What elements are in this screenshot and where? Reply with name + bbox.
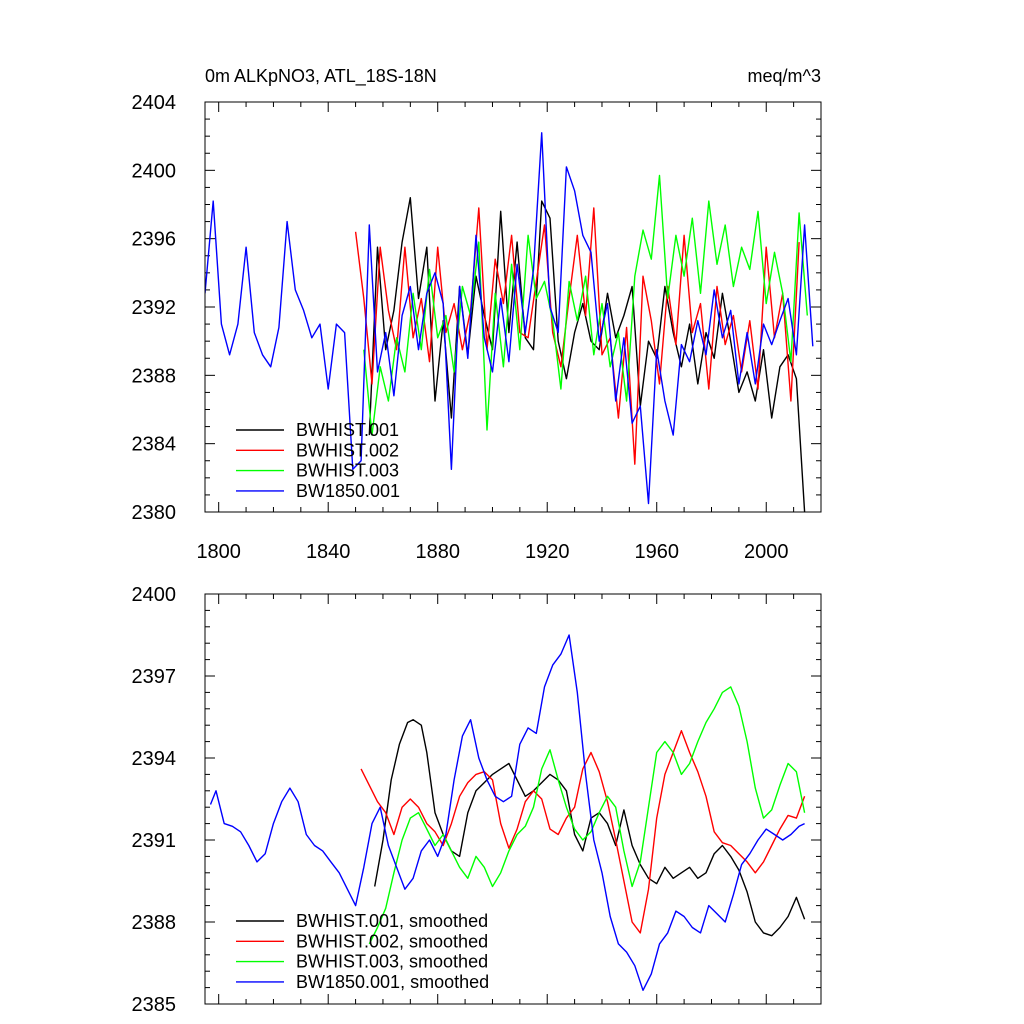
- bottom-y-tick-labels: 2385 2388 2391 2394 2397 2400: [132, 584, 177, 1016]
- top-plot-frame: [204, 101, 822, 513]
- y-tick-label: 2400: [132, 160, 177, 182]
- top-y-tick-labels: 2380 2384 2388 2392 2396 2400 2404: [132, 92, 177, 524]
- x-tick-label: 2000: [744, 541, 789, 563]
- legend-label: BWHIST.003, smoothed: [296, 952, 488, 972]
- series-line-3: [363, 174, 808, 436]
- top-panel: 0m ALKpNO3, ATL_18S-18N meq/m^3 2380 2384…: [132, 66, 822, 563]
- top-series-group: [205, 132, 814, 512]
- x-tick-label: 1840: [306, 541, 351, 563]
- series-line-2: [354, 207, 800, 465]
- x-tick-label: 1920: [525, 541, 570, 563]
- bottom-series-group: [209, 634, 806, 991]
- y-tick-label: 2392: [132, 297, 177, 319]
- y-tick-label: 2384: [132, 434, 177, 456]
- legend-label: BWHIST.001: [296, 420, 399, 440]
- y-tick-label: 2388: [132, 365, 177, 387]
- top-x-tick-labels: 1800 1840 1880 1920 1960 2000: [196, 541, 788, 563]
- y-tick-label: 2391: [132, 830, 177, 852]
- y-tick-label: 2400: [132, 584, 177, 606]
- series-line-3: [368, 686, 806, 945]
- top-panel-title: 0m ALKpNO3, ATL_18S-18N: [205, 66, 437, 87]
- y-tick-label: 2404: [132, 92, 177, 114]
- top-panel-units: meq/m^3: [748, 66, 821, 86]
- y-tick-label: 2380: [132, 502, 177, 524]
- x-tick-label: 1800: [196, 541, 241, 563]
- legend-label: BW1850.001, smoothed: [296, 972, 489, 992]
- legend-label: BWHIST.001, smoothed: [296, 911, 488, 931]
- bottom-plot-frame: [204, 593, 822, 1005]
- series-line-2: [360, 730, 806, 934]
- legend-label: BW1850.001: [296, 481, 400, 501]
- y-tick-label: 2385: [132, 994, 177, 1016]
- series-line-4: [205, 132, 814, 505]
- y-tick-label: 2388: [132, 912, 177, 934]
- x-tick-label: 1960: [634, 541, 679, 563]
- legend-label: BWHIST.003: [296, 461, 399, 481]
- legend-label: BWHIST.002, smoothed: [296, 931, 488, 951]
- legend-label: BWHIST.002: [296, 440, 399, 460]
- series-line-1: [368, 196, 806, 512]
- series-line-1: [374, 719, 806, 937]
- x-tick-label: 1880: [415, 541, 460, 563]
- bottom-panel: 2385 2388 2391 2394 2397 2400 BWHIST.001, smo…: [132, 584, 822, 1016]
- y-tick-label: 2396: [132, 229, 177, 251]
- series-line-4: [209, 634, 805, 991]
- bottom-ticks: [205, 593, 822, 1005]
- y-tick-label: 2394: [132, 748, 177, 770]
- y-tick-label: 2397: [132, 666, 177, 688]
